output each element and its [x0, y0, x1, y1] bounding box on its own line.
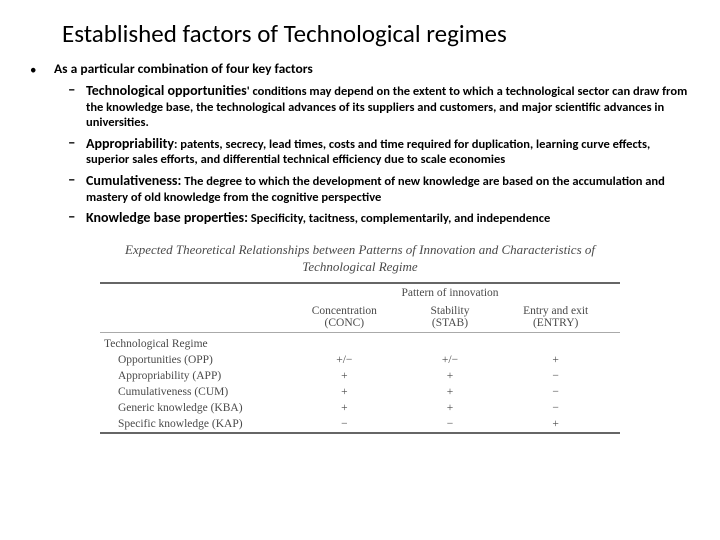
row-group-label: Technological Regime — [100, 332, 280, 352]
intro-line: As a particular combination of four key … — [54, 61, 690, 78]
factor-name: Knowledge base properties: — [86, 209, 248, 226]
table-figure: Expected Theoretical Relationships betwe… — [100, 241, 620, 434]
table-row: Cumulativeness (CUM)++− — [100, 384, 620, 400]
list-item-body: Appropriability: patents, secrecy, lead … — [86, 135, 690, 168]
list-item: – Cumulativeness: The degree to which th… — [54, 172, 690, 205]
list-item: – Technological opportunities' condition… — [54, 82, 690, 131]
list-item: – Knowledge base properties: Specificity… — [54, 209, 690, 227]
col-head: Stability(STAB) — [409, 302, 492, 333]
table-row: Generic knowledge (KBA)++− — [100, 400, 620, 416]
table-row: Appropriability (APP)++− — [100, 368, 620, 384]
table-row: Opportunities (OPP)+/−+/−+ — [100, 352, 620, 368]
list-item: – Appropriability: patents, secrecy, lea… — [54, 135, 690, 168]
list-item-body: Cumulativeness: The degree to which the … — [86, 172, 690, 205]
relationship-table: Pattern of innovation Concentration(CONC… — [100, 282, 620, 434]
factor-name: Appropriability — [86, 135, 174, 152]
dash-marker: – — [68, 172, 86, 188]
list-item-body: Knowledge base properties: Specificity, … — [86, 209, 690, 227]
list-item-body: Technological opportunities' conditions … — [86, 82, 690, 131]
col-head: Entry and exit(ENTRY) — [491, 302, 620, 333]
dash-marker: – — [68, 209, 86, 225]
content-body: As a particular combination of four key … — [54, 61, 690, 231]
dash-marker: – — [68, 135, 86, 151]
bullet-marker: • — [30, 61, 54, 79]
table-superheader: Pattern of innovation — [280, 283, 620, 302]
col-head: Concentration(CONC) — [280, 302, 409, 333]
factor-desc: Specificity, tacitness, complementarily,… — [248, 211, 550, 226]
factor-name: Cumulativeness: — [86, 172, 181, 189]
slide-title: Established factors of Technological reg… — [62, 18, 690, 49]
factor-list: – Technological opportunities' condition… — [54, 82, 690, 227]
table-row: Specific knowledge (KAP)−−+ — [100, 416, 620, 433]
content-block: • As a particular combination of four ke… — [30, 61, 690, 231]
dash-marker: – — [68, 82, 86, 98]
factor-name: Technological opportunities — [86, 82, 247, 99]
table-caption: Expected Theoretical Relationships betwe… — [100, 241, 620, 276]
